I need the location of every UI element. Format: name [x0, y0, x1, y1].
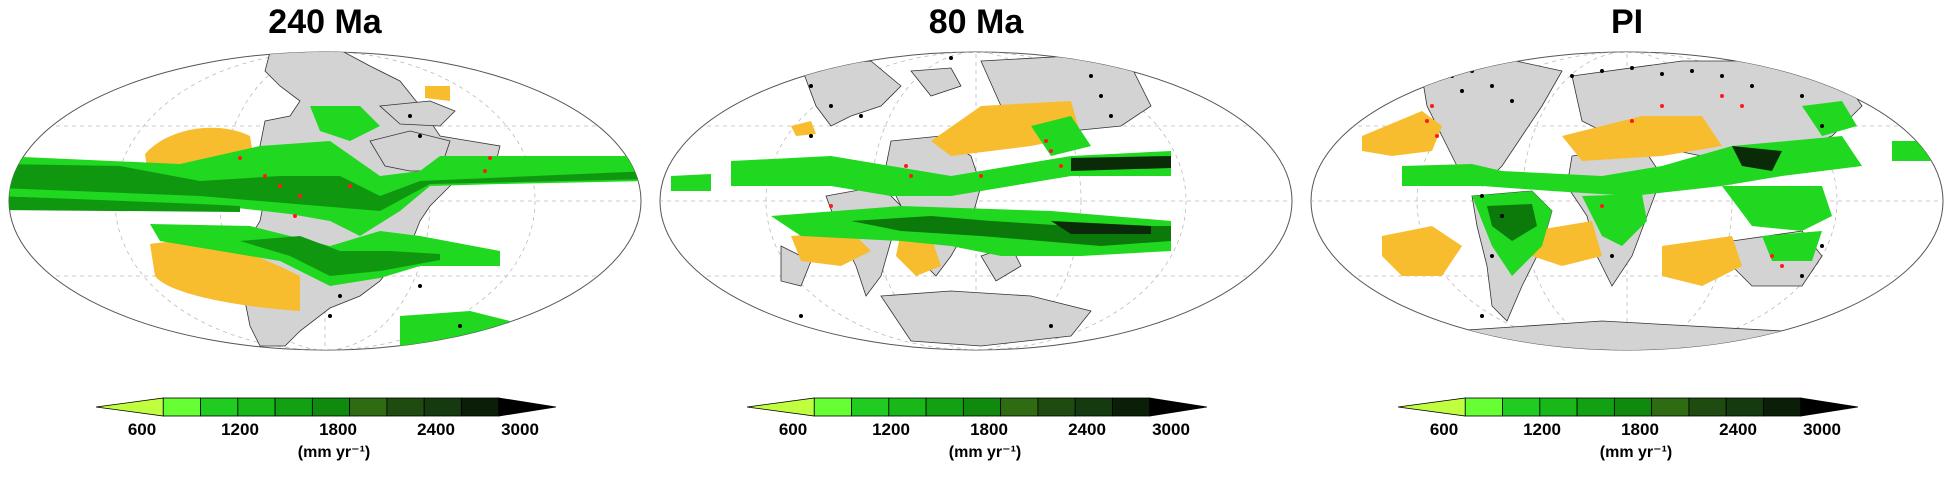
wet-zone	[1892, 141, 1942, 161]
wet-zone	[1031, 116, 1091, 156]
wet-zone	[240, 236, 440, 276]
colorbar-swatch	[237, 397, 276, 417]
wet-zone	[1051, 221, 1151, 234]
arid-zone	[150, 241, 300, 311]
colorbar-tick: 1200	[221, 420, 259, 439]
wet-zone	[671, 174, 711, 191]
colorbar-swatch	[813, 397, 852, 417]
world-map	[1310, 51, 1944, 351]
colorbar-swatch	[461, 397, 500, 417]
colorbar-tick: 2400	[1719, 420, 1757, 439]
colorbar-swatch	[95, 397, 164, 417]
colorbar-units: (mm yr⁻¹)	[297, 444, 371, 461]
colorbar-tick: 1800	[319, 420, 357, 439]
colorbar	[746, 397, 1208, 417]
colorbar-swatch	[1000, 397, 1039, 417]
colorbar-swatch	[200, 397, 239, 417]
wet-zone	[310, 106, 380, 141]
colorbar-tick: 600	[778, 420, 808, 439]
colorbar-swatch	[1613, 397, 1653, 417]
fossil-record-points	[238, 156, 492, 218]
wet-zone	[9, 164, 641, 211]
colorbar-units: (mm yr⁻¹)	[948, 444, 1022, 461]
colorbar-swatch	[1800, 397, 1859, 417]
colorbar-tick: 600	[127, 420, 157, 439]
colorbar-tick: 3000	[501, 420, 539, 439]
colorbar-swatch	[1074, 397, 1113, 417]
fossil-record-points	[829, 139, 1063, 208]
colorbar-swatch	[274, 397, 313, 417]
colorbar-swatch	[349, 397, 388, 417]
colorbar-swatch	[1149, 397, 1208, 417]
wet-zone	[1762, 231, 1822, 261]
colorbar-tick: 3000	[1803, 420, 1841, 439]
colorbar-swatch	[925, 397, 964, 417]
panel-title: PI	[1610, 3, 1644, 41]
colorbar-swatch	[1651, 397, 1690, 417]
world-map	[659, 51, 1293, 351]
land-mass	[800, 60, 902, 127]
wet-zone	[1802, 101, 1857, 136]
colorbar-tick: 1800	[1621, 420, 1659, 439]
land-mass	[880, 290, 1092, 347]
map-panel-pi: PI	[1302, 0, 1952, 478]
land-mass	[910, 67, 962, 97]
colorbar-swatch	[311, 397, 351, 417]
wet-zone	[1732, 146, 1782, 171]
colorbar-swatch	[162, 397, 201, 417]
colorbar-swatch	[1464, 397, 1503, 417]
wet-zone	[1582, 194, 1647, 246]
arid-zone	[1362, 111, 1442, 156]
colorbar-swatch	[386, 397, 425, 417]
fossil-record-points	[1425, 94, 1784, 268]
colorbar	[1397, 397, 1859, 417]
colorbar-swatch	[1502, 397, 1541, 417]
arid-zone	[1562, 116, 1722, 161]
land-mass	[379, 100, 456, 127]
observation-points	[328, 114, 462, 328]
colorbar-tick: 1200	[872, 420, 910, 439]
colorbar-swatch	[423, 397, 462, 417]
colorbar-swatch	[1688, 397, 1727, 417]
colorbar-tick: 2400	[417, 420, 455, 439]
colorbar-tick: 2400	[1068, 420, 1106, 439]
map-panel-80ma: 80 Ma	[651, 0, 1301, 478]
colorbar-swatch	[498, 397, 557, 417]
panel-title: 240 Ma	[268, 3, 382, 41]
colorbar	[95, 397, 557, 417]
arid-zone	[1532, 221, 1602, 266]
arid-zone	[425, 86, 450, 101]
colorbar-tick: 600	[1429, 420, 1459, 439]
colorbar-swatch	[1539, 397, 1578, 417]
wet-zone	[9, 196, 240, 212]
wet-zone	[1071, 156, 1171, 171]
wet-zone	[1722, 186, 1832, 231]
colorbar-swatch	[888, 397, 927, 417]
panel-title: 80 Ma	[928, 3, 1024, 41]
colorbar-swatch	[1576, 397, 1615, 417]
colorbar-swatch	[746, 397, 815, 417]
colorbar-swatch	[1112, 397, 1151, 417]
colorbar-tick: 1800	[970, 420, 1008, 439]
colorbar-swatch	[962, 397, 1002, 417]
colorbar-tick: 1200	[1523, 420, 1561, 439]
wet-zone	[731, 151, 1171, 196]
colorbar-swatch	[851, 397, 890, 417]
arid-zone	[791, 231, 871, 266]
colorbar-tick: 3000	[1152, 420, 1190, 439]
colorbar-swatch	[1725, 397, 1764, 417]
arid-zone	[1662, 236, 1742, 286]
world-map	[8, 51, 642, 351]
colorbar-swatch	[1037, 397, 1076, 417]
arid-zone	[1382, 226, 1462, 276]
colorbar-swatch	[1397, 397, 1466, 417]
arid-zone	[791, 121, 816, 136]
wet-zone	[851, 216, 1171, 246]
wet-zone	[1487, 204, 1537, 241]
colorbar-units: (mm yr⁻¹)	[1599, 444, 1673, 461]
map-panel-240ma: 240 Ma	[0, 0, 650, 478]
colorbar-swatch	[1763, 397, 1802, 417]
